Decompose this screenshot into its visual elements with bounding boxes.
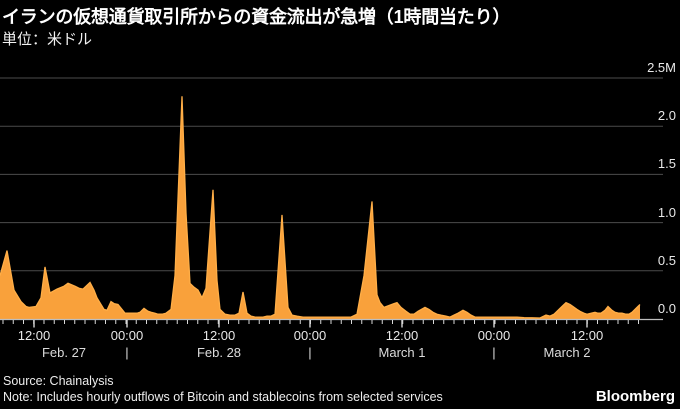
x-axis-time-label: 12:00 (202, 328, 236, 343)
x-axis-time-label: 00:00 (293, 328, 327, 343)
x-axis-time-label: 12:00 (17, 328, 51, 343)
y-axis-label-2.0: 2.0 (657, 108, 676, 124)
x-axis-day-separator: | (308, 345, 312, 360)
x-axis-time-label: 12:00 (385, 328, 419, 343)
chart-title: イランの仮想通貨取引所からの資金流出が急増（1時間当たり） (2, 7, 511, 27)
x-axis-time-label: 00:00 (477, 328, 511, 343)
x-axis-day-label: Feb. 27 (41, 345, 87, 360)
x-axis-day-label: March 2 (543, 345, 591, 360)
chart-unit-subtitle: 単位：米ドル (2, 31, 93, 48)
x-axis-time-label: 12:00 (570, 328, 604, 343)
x-axis-day-separator: | (492, 345, 496, 360)
y-axis-label-2.5M: 2.5M (647, 60, 676, 75)
y-axis-label-0.5: 0.5 (657, 252, 676, 268)
bloomberg-logo: Bloomberg (595, 388, 675, 405)
y-axis-label-1.5: 1.5 (657, 156, 676, 172)
y-axis-label-0.0: 0.0 (657, 301, 676, 316)
x-axis-time-label: 00:00 (110, 328, 144, 343)
x-axis-day-label: March 1 (378, 345, 426, 360)
note-text: Note: Includes hourly outflows of Bitcoi… (3, 390, 443, 404)
y-axis-label-1.0: 1.0 (657, 204, 676, 220)
x-axis-day-label: Feb. 28 (196, 345, 242, 360)
x-axis-day-separator: | (125, 345, 129, 360)
outflow-area-series (0, 96, 640, 319)
source-text: Source: Chainalysis (3, 374, 114, 388)
outflow-area-edge (0, 96, 641, 319)
